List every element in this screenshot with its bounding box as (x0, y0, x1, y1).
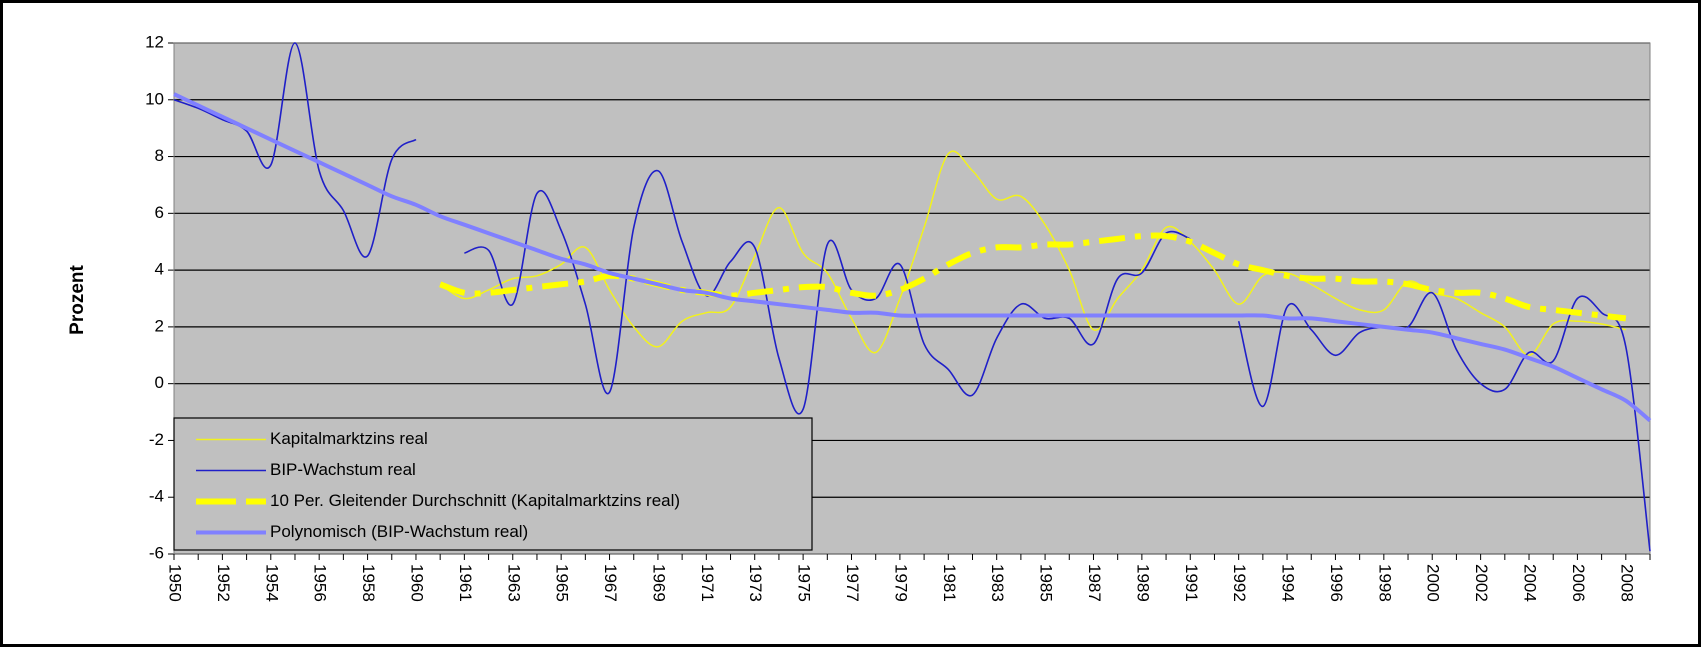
x-tick-label: 1991 (1182, 564, 1201, 602)
x-tick-label: 1971 (698, 564, 717, 602)
y-tick-label: 10 (145, 89, 164, 108)
x-tick-label: 1954 (262, 564, 281, 602)
x-tick-label: 1996 (1327, 564, 1346, 602)
legend-label: Kapitalmarktzins real (270, 429, 428, 448)
x-tick-label: 2008 (1617, 564, 1636, 602)
series-line (439, 150, 1626, 357)
x-tick-label: 2004 (1521, 564, 1540, 602)
series-line (173, 92, 1652, 423)
y-tick-label: 6 (155, 203, 164, 222)
x-tick-label: 1973 (746, 564, 765, 602)
y-tick-label: -6 (149, 543, 164, 562)
x-tick-label: 1965 (553, 564, 572, 602)
x-tick-label: 1979 (891, 564, 910, 602)
x-tick-label: 1998 (1375, 564, 1394, 602)
x-tick-label: 1977 (843, 564, 862, 602)
x-tick-label: 1983 (988, 564, 1007, 602)
y-tick-label: 12 (145, 32, 164, 51)
x-tick-label: 1969 (649, 564, 668, 602)
series-line (173, 42, 417, 258)
x-tick-label: 1975 (795, 564, 814, 602)
y-tick-label: 4 (155, 260, 164, 279)
x-tick-label: 1994 (1279, 564, 1298, 602)
y-tick-label: 2 (155, 316, 164, 335)
x-tick-label: 2006 (1569, 564, 1588, 602)
x-tick-label: 1952 (214, 564, 233, 602)
x-tick-label: 1960 (407, 564, 426, 602)
x-tick-label: 1989 (1133, 564, 1152, 602)
series-line (1237, 292, 1651, 552)
x-tick-label: 1956 (311, 564, 330, 602)
x-tick-label: 1985 (1037, 564, 1056, 602)
legend-label: Polynomisch (BIP-Wachstum real) (270, 522, 528, 541)
x-tick-label: 2000 (1424, 564, 1443, 602)
x-tick-label: 1981 (940, 564, 959, 602)
x-tick-label: 1950 (166, 564, 185, 602)
x-tick-label: 1967 (601, 564, 620, 602)
y-tick-label: 0 (155, 373, 164, 392)
y-tick-label: -2 (149, 430, 164, 449)
legend-box (173, 417, 813, 551)
y-tick-label: 8 (155, 146, 164, 165)
x-tick-label: 1992 (1230, 564, 1249, 602)
x-tick-label: 1961 (456, 564, 475, 602)
y-tick-label: -4 (149, 487, 164, 506)
x-tick-label: 1987 (1085, 564, 1104, 602)
series-line (439, 232, 1627, 322)
legend-label: 10 Per. Gleitender Durchschnitt (Kapital… (270, 491, 680, 510)
x-tick-label: 1963 (504, 564, 523, 602)
x-tick-label: 1958 (359, 564, 378, 602)
legend-label: BIP-Wachstum real (270, 460, 416, 479)
y-axis-label: Prozent (67, 264, 88, 334)
plot-border (173, 42, 1651, 555)
x-tick-label: 2002 (1472, 564, 1491, 602)
